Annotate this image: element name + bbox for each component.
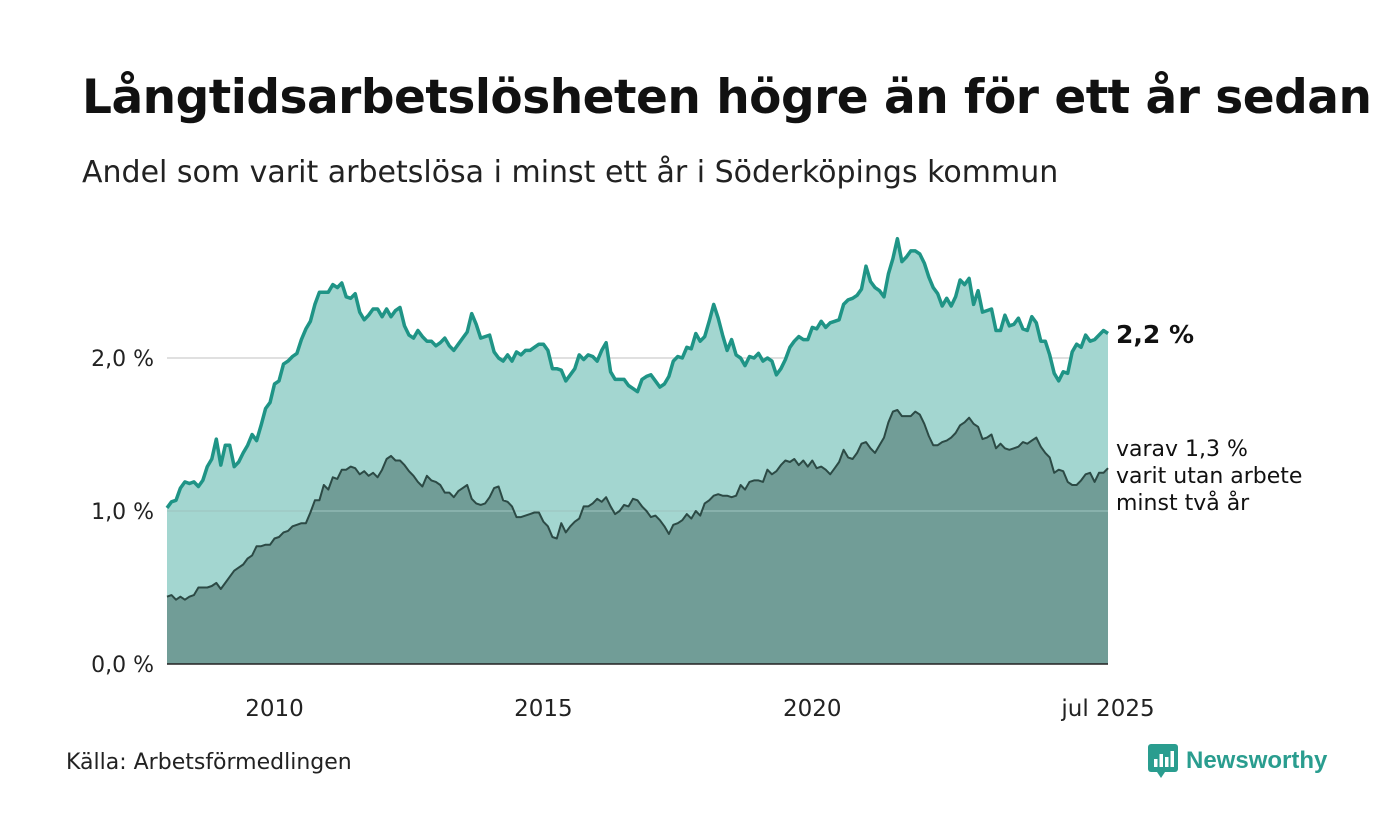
series-line-long-term <box>166 409 1109 601</box>
area-chart: 0,0 % 1,0 % 2,0 % 2010 2015 2020 jul 2025 2,2… <box>91 236 1302 722</box>
brand-logo[interactable]: Newsworthy <box>1148 744 1327 778</box>
chart-title: Långtidsarbetslösheten högre än för ett … <box>82 70 1372 125</box>
brand-name: Newsworthy <box>1186 747 1328 774</box>
y-tick-label: 0,0 % <box>91 653 154 678</box>
area-long-term <box>167 410 1108 664</box>
end-label-long-2: varit utan arbete <box>1116 464 1302 489</box>
y-axis: 0,0 % 1,0 % 2,0 % <box>91 347 154 678</box>
chart-subtitle: Andel som varit arbetslösa i minst ett å… <box>82 155 1059 190</box>
series-line-total <box>165 236 1109 509</box>
y-tick-label: 2,0 % <box>91 347 154 372</box>
x-axis: 2010 2015 2020 jul 2025 <box>245 696 1154 722</box>
end-label-total: 2,2 % <box>1116 320 1194 349</box>
x-tick-label: jul 2025 <box>1060 696 1154 722</box>
x-tick-label: 2010 <box>245 696 304 722</box>
x-tick-label: 2015 <box>514 696 573 722</box>
newsworthy-logo-icon <box>1148 744 1178 778</box>
y-tick-label: 1,0 % <box>91 500 154 525</box>
x-tick-label: 2020 <box>783 696 842 722</box>
source-note: Källa: Arbetsförmedlingen <box>66 750 352 775</box>
end-label-long-1: varav 1,3 % <box>1116 437 1248 462</box>
end-label-long-3: minst två år <box>1116 490 1250 516</box>
